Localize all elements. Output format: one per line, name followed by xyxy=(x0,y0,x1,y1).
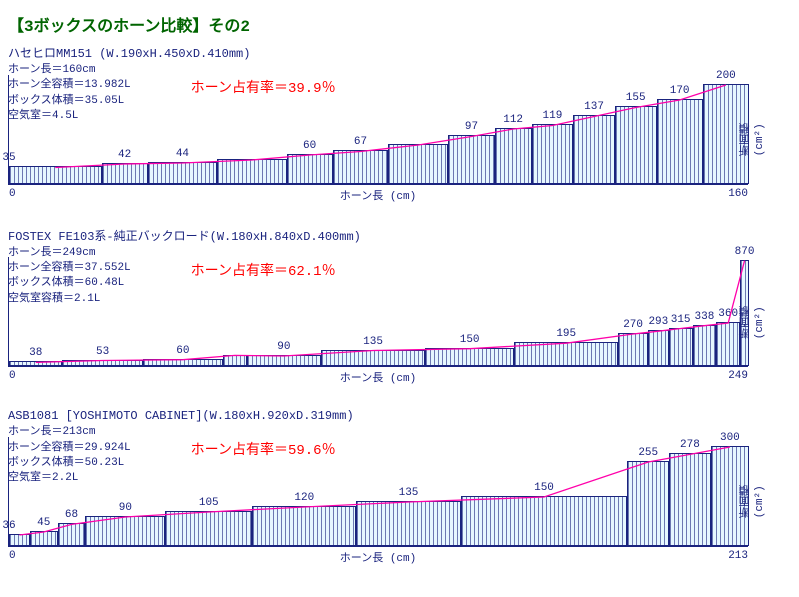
bar xyxy=(615,106,657,184)
bar xyxy=(58,523,86,546)
bar xyxy=(85,516,165,546)
bar xyxy=(693,325,717,366)
bar-label: 170 xyxy=(670,85,690,97)
bar xyxy=(627,461,669,546)
bar-label: 150 xyxy=(460,334,480,346)
bar xyxy=(356,501,460,546)
bar xyxy=(669,328,693,367)
bar xyxy=(223,355,247,367)
bar-label: 97 xyxy=(465,121,478,133)
bar-label: 90 xyxy=(277,341,290,353)
bar xyxy=(148,162,217,184)
bar xyxy=(252,506,356,546)
bar xyxy=(532,124,574,184)
y-axis-label: 断面積(cm²) xyxy=(738,102,766,157)
bar-label: 60 xyxy=(303,140,316,152)
x-start: 0 xyxy=(9,370,16,382)
bar-label: 120 xyxy=(294,492,314,504)
bar xyxy=(321,350,425,367)
bar-label: 150 xyxy=(534,482,554,494)
bar-label: 300 xyxy=(720,432,740,444)
chart-block: ハセヒロMM151 (W.190xH.450xD.410mm)ホーン長＝160c… xyxy=(8,44,791,203)
chart-title: ASB1081 [YOSHIMOTO CABINET](W.180xH.920x… xyxy=(8,409,791,423)
page-title: 【3ボックスのホーン比較】その2 xyxy=(8,12,791,36)
x-start: 0 xyxy=(9,188,16,200)
bar xyxy=(247,355,321,366)
bar-label: 135 xyxy=(363,336,383,348)
bar xyxy=(9,166,102,184)
bar-label: 360 xyxy=(718,308,738,320)
bar xyxy=(618,333,648,366)
bar-label: 35 xyxy=(2,152,15,164)
bar-label: 42 xyxy=(118,149,131,161)
bar xyxy=(9,534,30,546)
bar xyxy=(333,150,389,184)
x-end: 213 xyxy=(728,550,748,562)
bar-label: 90 xyxy=(119,502,132,514)
bar-label: 36 xyxy=(2,520,15,532)
bar-label: 44 xyxy=(176,148,189,160)
bar xyxy=(30,531,58,546)
bar-label: 278 xyxy=(680,439,700,451)
bar xyxy=(388,144,448,184)
bar xyxy=(143,359,223,366)
x-axis-label: ホーン長 (cm) xyxy=(8,369,748,385)
x-end: 160 xyxy=(728,188,748,200)
bar xyxy=(461,496,628,546)
chart-plot: 36456890105120135150255278300断面積(cm²)021… xyxy=(8,437,748,547)
bar-label: 155 xyxy=(626,92,646,104)
bar xyxy=(9,361,62,366)
bar-label: 45 xyxy=(37,517,50,529)
bar xyxy=(495,128,532,184)
bar-label: 119 xyxy=(543,110,563,122)
bar xyxy=(62,360,142,366)
bar-label: 60 xyxy=(176,345,189,357)
bar-label: 338 xyxy=(695,311,715,323)
bar xyxy=(165,511,252,546)
x-axis-label: ホーン長 (cm) xyxy=(8,549,748,565)
y-axis-label: 断面積(cm²) xyxy=(738,284,766,339)
chart-block: FOSTEX FE103系-純正バックロード(W.180xH.840xD.400… xyxy=(8,227,791,386)
bar-label: 105 xyxy=(199,497,219,509)
bar xyxy=(573,115,615,184)
bar-label: 53 xyxy=(96,346,109,358)
bar-label: 135 xyxy=(399,487,419,499)
y-axis-label: 断面積(cm²) xyxy=(738,464,766,519)
chart-title: ハセヒロMM151 (W.190xH.450xD.410mm) xyxy=(8,44,791,61)
bar-label: 293 xyxy=(648,316,668,328)
bar-label: 315 xyxy=(671,314,691,326)
bar-label: 38 xyxy=(29,347,42,359)
bar-label: 67 xyxy=(354,136,367,148)
bar-label: 255 xyxy=(638,447,658,459)
x-start: 0 xyxy=(9,550,16,562)
bar xyxy=(716,322,740,366)
bar-label: 270 xyxy=(623,319,643,331)
bar-label: 112 xyxy=(503,114,523,126)
chart-plot: 354244606797112119137155170200断面積(cm²)01… xyxy=(8,75,748,185)
bar xyxy=(514,342,618,366)
bar xyxy=(425,348,514,366)
bar xyxy=(448,135,494,184)
chart-title: FOSTEX FE103系-純正バックロード(W.180xH.840xD.400… xyxy=(8,227,791,244)
chart-plot: 38536090135150195270293315338360870断面積(c… xyxy=(8,257,748,367)
bar xyxy=(648,330,669,366)
bar-label: 200 xyxy=(716,70,736,82)
bar xyxy=(102,163,148,184)
bar-label: 68 xyxy=(65,509,78,521)
bar-label: 137 xyxy=(584,101,604,113)
bar-label: 195 xyxy=(556,328,576,340)
bar xyxy=(287,154,333,184)
bar xyxy=(217,159,286,184)
chart-block: ASB1081 [YOSHIMOTO CABINET](W.180xH.920x… xyxy=(8,409,791,565)
bar xyxy=(657,99,703,184)
x-end: 249 xyxy=(728,370,748,382)
charts-container: ハセヒロMM151 (W.190xH.450xD.410mm)ホーン長＝160c… xyxy=(8,44,791,565)
x-axis-label: ホーン長 (cm) xyxy=(8,187,748,203)
bar xyxy=(669,453,711,546)
bar-label: 870 xyxy=(735,246,755,258)
